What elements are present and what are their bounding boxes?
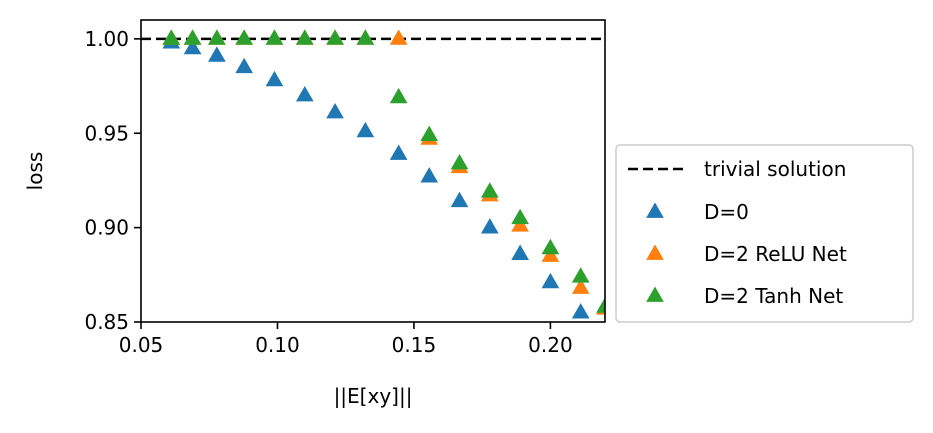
point-d-2-tanh-net [389,87,408,104]
point-d-2-tanh-net [265,29,284,45]
point-d-0 [208,46,226,62]
plot-marks [141,29,605,319]
point-d-2-tanh-net [450,153,469,170]
y-axis-label: loss [23,152,47,191]
point-d-0 [480,218,499,234]
y-tick-label: 0.85 [84,310,129,334]
axes: 0.05 0.10 0.15 0.20 0.85 0.90 0.95 1.00 [84,19,606,357]
point-d-2-tanh-net [596,297,605,313]
point-d-0 [183,38,202,55]
point-d-2-tanh-net [162,29,181,45]
point-d-0 [571,303,590,319]
legend-label-d-2-tanh-net: D=2 Tanh Net [704,284,843,308]
legend-swatch-d-0 [646,202,664,218]
point-d-0 [511,244,529,260]
point-d-0 [541,272,560,289]
point-d-2-tanh-net [480,182,499,198]
point-d-2-tanh-net [208,29,226,45]
point-d-2-tanh-net [356,29,375,45]
point-d-2-relu-net [389,29,408,45]
point-d-2-tanh-net [183,29,202,45]
x-tick-label: 0.10 [255,333,300,357]
point-d-2-tanh-net [235,29,254,45]
legend-label-trivial-solution: trivial solution [704,157,846,181]
point-d-2-tanh-net [295,29,314,45]
plot-area [141,29,605,319]
point-d-0 [265,70,284,87]
legend-swatch-d-2-relu-net [646,244,664,260]
point-d-0 [356,121,375,138]
x-tick-label: 0.05 [119,333,164,357]
point-d-0 [420,167,439,183]
point-d-2-tanh-net [541,238,560,255]
point-d-0 [295,86,314,102]
point-d-0 [235,57,254,74]
legend-swatch-d-2-tanh-net [646,286,664,302]
legend-box [615,144,914,323]
x-tick-label: 0.20 [528,333,573,357]
plot-frame [140,19,606,323]
x-tick-label: 0.15 [392,333,437,357]
y-tick-label: 1.00 [84,27,129,51]
point-d-0 [326,102,344,119]
y-tick-label: 0.95 [84,121,129,145]
point-d-2-relu-net [571,278,590,294]
point-d-2-tanh-net [511,208,529,225]
point-d-0 [389,144,408,160]
point-d-2-tanh-net [420,125,439,142]
point-d-0 [450,191,469,208]
legend-label-d-2-relu-net: D=2 ReLU Net [704,242,847,266]
legend: trivial solution D=0 D=2 ReLU Net D=2 Tanh … [615,144,914,323]
legend-label-d-0: D=0 [704,200,749,224]
x-axis-label: ||E[xy]|| [334,384,413,408]
point-d-2-tanh-net [326,29,344,45]
point-d-2-tanh-net [571,267,590,283]
y-tick-label: 0.90 [84,216,129,240]
